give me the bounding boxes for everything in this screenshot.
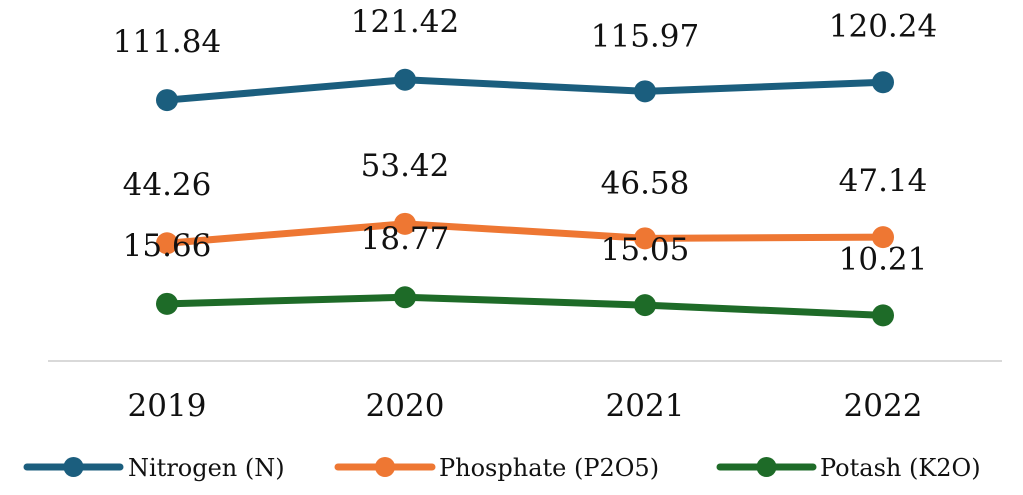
data-label-0-3: 120.24 (829, 8, 937, 44)
series-layer (156, 68, 894, 327)
data-label-2-3: 10.21 (839, 241, 928, 277)
legend-swatch-marker-2 (756, 457, 777, 477)
x-tick-label-2: 2021 (606, 388, 685, 424)
series-line-1 (163, 220, 887, 247)
data-point-1-3 (872, 226, 894, 249)
data-point-2-2 (634, 294, 656, 317)
data-label-0-1: 121.42 (351, 4, 459, 40)
data-label-0-2: 115.97 (591, 18, 699, 54)
data-label-1-2: 46.58 (601, 165, 690, 201)
data-label-1-0: 44.26 (123, 167, 212, 203)
data-point-0-3 (872, 71, 894, 94)
x-tick-label-0: 2019 (128, 388, 207, 424)
data-label-2-1: 18.77 (361, 221, 450, 257)
x-tick-label-1: 2020 (366, 388, 445, 424)
data-point-0-0 (156, 89, 178, 112)
legend-label-2: Potash (K2O) (820, 454, 981, 482)
legend-label-0: Nitrogen (N) (128, 454, 285, 482)
data-point-1-1 (394, 212, 416, 235)
series-line-2 (163, 293, 887, 319)
data-point-2-0 (156, 292, 178, 315)
series-line-0 (163, 76, 887, 104)
data-point-0-1 (394, 68, 416, 91)
data-point-2-1 (394, 286, 416, 309)
data-label-2-0: 15.66 (123, 228, 212, 264)
data-label-0-0: 111.84 (113, 24, 221, 60)
data-label-1-1: 53.42 (361, 148, 450, 184)
data-point-0-2 (634, 80, 656, 103)
data-label-1-3: 47.14 (839, 163, 928, 199)
x-tick-layer: 2019 2020 2021 2022 (128, 388, 923, 424)
legend: Nitrogen (N) Phosphate (P2O5) Potash (K2O) (23, 454, 981, 482)
data-point-1-0 (156, 232, 178, 255)
data-label-2-2: 15.05 (601, 232, 690, 268)
legend-swatch-marker-0 (63, 457, 84, 477)
data-point-2-3 (872, 304, 894, 327)
data-label-layer: 111.84 121.42 115.97 120.24 44.26 53.42 46.58 4… (113, 4, 937, 278)
legend-swatch-marker-1 (375, 457, 395, 477)
x-tick-label-3: 2022 (844, 388, 923, 424)
data-point-1-2 (634, 227, 656, 250)
legend-label-1: Phosphate (P2O5) (439, 454, 659, 482)
